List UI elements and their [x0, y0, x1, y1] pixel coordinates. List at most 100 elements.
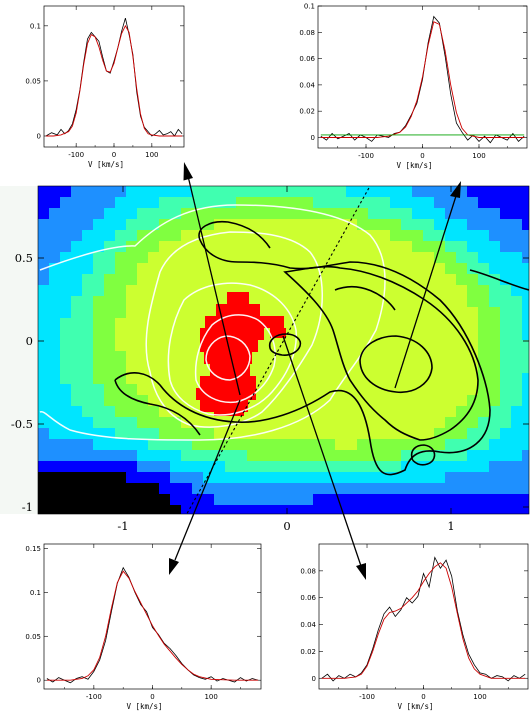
map-cell	[60, 318, 72, 330]
map-cell	[434, 285, 446, 297]
map-cell	[489, 186, 501, 198]
map-cell	[489, 296, 501, 308]
map-cell	[82, 494, 94, 506]
map-cell	[412, 230, 424, 242]
map-cell	[302, 186, 314, 198]
map-cell	[291, 340, 303, 352]
map-cell	[445, 373, 457, 385]
map-cell	[456, 406, 468, 418]
map-cell	[511, 351, 523, 363]
map-cell	[148, 362, 160, 374]
map-cell	[93, 307, 105, 319]
map-cell	[478, 230, 490, 242]
map-cell	[71, 406, 83, 418]
map-cell	[214, 208, 226, 220]
map-cell	[291, 384, 303, 396]
map-cell	[401, 351, 413, 363]
y-tick-label: 0	[312, 675, 316, 683]
map-cell	[280, 274, 292, 286]
map-cell	[489, 450, 501, 462]
map-cell	[379, 428, 391, 440]
map-cell	[104, 252, 116, 264]
map-cell	[93, 494, 105, 506]
map-cell	[511, 318, 523, 330]
map-cell	[390, 219, 402, 231]
map-cell	[478, 219, 490, 231]
map-cell	[467, 472, 479, 484]
map-cell	[104, 384, 116, 396]
map-cell	[115, 252, 127, 264]
map-cell	[357, 450, 369, 462]
map-cell	[203, 483, 215, 495]
map-cell	[170, 505, 182, 514]
map-cell	[214, 186, 226, 198]
map-cell	[489, 252, 501, 264]
map-cell	[335, 384, 347, 396]
map-cell	[225, 274, 237, 286]
map-cell	[379, 461, 391, 473]
map-cell	[500, 340, 512, 352]
map-cell	[489, 340, 501, 352]
map-cell	[368, 263, 380, 275]
map-cell	[313, 384, 325, 396]
y-tick-label: 0.08	[299, 29, 315, 37]
map-cell	[159, 439, 171, 451]
map-cell	[258, 373, 270, 385]
map-cell	[302, 406, 314, 418]
map-cell	[203, 439, 215, 451]
map-cell	[225, 439, 237, 451]
map-cell	[368, 417, 380, 429]
map-cell	[247, 208, 259, 220]
contour-black-right	[334, 285, 396, 311]
map-cell	[357, 472, 369, 484]
map-cell	[511, 494, 523, 506]
map-cell	[335, 472, 347, 484]
map-cell	[71, 219, 83, 231]
map-cell	[280, 483, 292, 495]
map-cell	[104, 472, 116, 484]
map-cell	[137, 417, 149, 429]
map-cell	[49, 494, 61, 506]
map-cell	[247, 241, 259, 253]
map-cell	[456, 439, 468, 451]
map-cell	[115, 230, 127, 242]
map-cell	[511, 483, 523, 495]
map-cell	[203, 505, 215, 514]
y-tick-label: 0.02	[299, 108, 315, 116]
map-cell	[423, 329, 435, 341]
map-cell	[93, 219, 105, 231]
map-cell	[203, 274, 215, 286]
map-cell	[291, 483, 303, 495]
map-cell	[247, 362, 259, 374]
map-cell	[335, 307, 347, 319]
map-cell	[126, 417, 138, 429]
map-cell	[71, 384, 83, 396]
map-cell	[478, 307, 490, 319]
map-cell	[434, 230, 446, 242]
map-cell	[511, 384, 523, 396]
map-cell	[324, 439, 336, 451]
map-cell	[247, 461, 259, 473]
map-cell	[445, 285, 457, 297]
map-cell	[478, 208, 490, 220]
map-cell	[126, 362, 138, 374]
map-cell	[500, 472, 512, 484]
map-cell	[467, 439, 479, 451]
map-cell	[170, 307, 182, 319]
map-cell	[170, 219, 182, 231]
map-cell	[291, 274, 303, 286]
map-cell	[313, 406, 325, 418]
map-cell	[368, 428, 380, 440]
map-cell	[49, 395, 61, 407]
map-cell	[456, 274, 468, 286]
map-cell	[71, 472, 83, 484]
map-cell	[280, 439, 292, 451]
map-cell	[478, 472, 490, 484]
map-cell	[38, 197, 50, 209]
map-cell	[456, 296, 468, 308]
map-cell	[522, 219, 529, 231]
map-cell	[335, 494, 347, 506]
map-cell	[137, 450, 149, 462]
arrows	[169, 162, 461, 580]
map-cell	[258, 505, 270, 514]
